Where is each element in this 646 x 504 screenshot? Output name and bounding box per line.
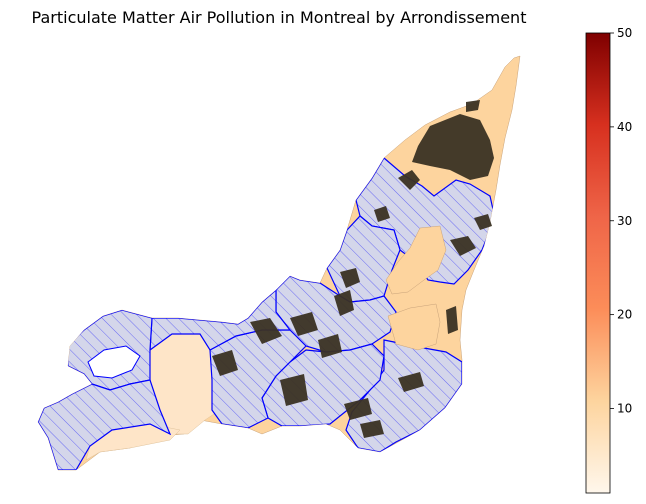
- dark-area-east-river-b: [450, 236, 476, 256]
- dark-area-south-3: [290, 312, 318, 336]
- region-light-east-b: [387, 303, 441, 351]
- dark-area-north-small: [466, 100, 480, 112]
- dark-area-central-3: [334, 290, 354, 316]
- dark-area-central-1: [374, 206, 390, 222]
- colorbar-tick-label: 30: [617, 214, 632, 228]
- montreal-island-map: [37, 55, 521, 471]
- colorbar-ticks: 10 20 30 40 50: [610, 26, 632, 416]
- colorbar-gradient: [585, 32, 611, 494]
- colorbar-tick-label: 20: [617, 308, 632, 322]
- colorbar: 10 20 30 40 50: [585, 26, 632, 494]
- dark-area-southeast-2: [360, 420, 384, 438]
- dark-area-south-2: [250, 318, 282, 344]
- map-title: Particulate Matter Air Pollution in Mont…: [32, 8, 527, 27]
- colorbar-tick-label: 10: [617, 402, 632, 416]
- dark-area-north-large: [412, 114, 494, 180]
- dark-area-east-river-a: [474, 214, 492, 230]
- dark-area-southeast-3: [398, 372, 424, 392]
- colorbar-tick-label: 50: [617, 26, 632, 40]
- colorbar-tick-label: 40: [617, 120, 632, 134]
- region-light-east-a: [385, 225, 447, 295]
- dark-area-south-5: [318, 334, 342, 358]
- dark-area-north-strip: [398, 170, 420, 190]
- dark-area-central-2: [340, 268, 360, 288]
- dark-area-south-4: [280, 374, 308, 406]
- dark-area-east-coast: [446, 306, 458, 334]
- dark-area-south-1: [212, 350, 238, 376]
- dark-area-southeast-1: [344, 398, 372, 420]
- dark-areas: [212, 100, 494, 438]
- western-lake: [87, 345, 141, 379]
